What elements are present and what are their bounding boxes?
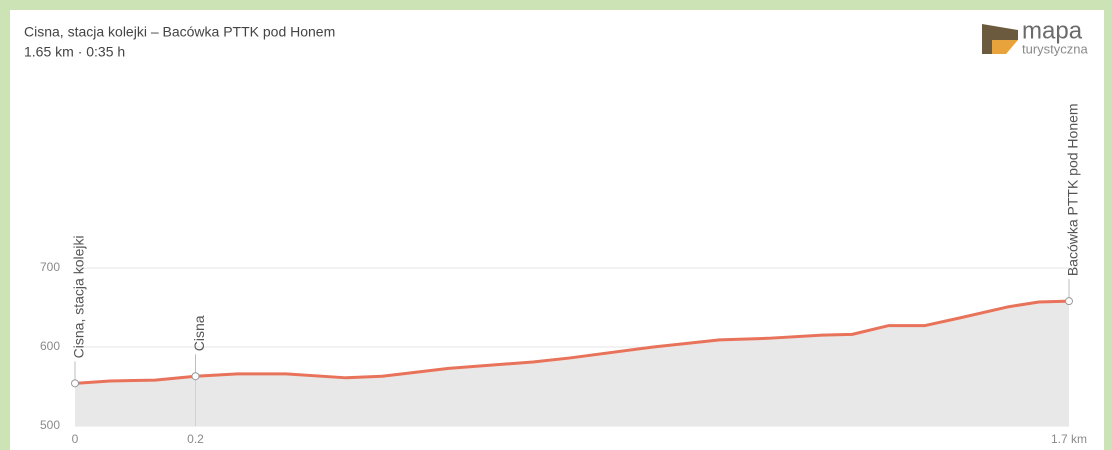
- y-tick-label: 700: [40, 260, 60, 274]
- chart-subtitle: 1.65 km · 0:35 h: [24, 44, 125, 60]
- x-tick-label: 0.2: [187, 432, 204, 446]
- y-tick-label: 600: [40, 339, 60, 353]
- waypoint-marker: [71, 379, 79, 388]
- logo: mapa turystyczna: [982, 17, 1089, 56]
- y-tick-label: 500: [40, 418, 60, 432]
- x-tick-label: 0: [72, 432, 79, 446]
- logo-tagline: turystyczna: [1022, 41, 1089, 56]
- area: [75, 301, 1069, 426]
- waypoint-label: Cisna, stacja kolejki: [71, 235, 87, 358]
- waypoint-marker: [1065, 297, 1073, 306]
- logo-icon: [982, 24, 1018, 54]
- logo-name: mapa: [1022, 17, 1083, 44]
- chart-title: Cisna, stacja kolejki – Bacówka PTTK pod…: [24, 24, 335, 40]
- waypoint-marker: [191, 372, 200, 381]
- logo-icon-accent: [992, 40, 1018, 54]
- elevation-line: [74, 299, 1070, 385]
- x-tick-label: 1.7 km: [1051, 432, 1087, 446]
- waypoint-label: Bacówka PTTK pod Honem: [1065, 103, 1081, 276]
- waypoint-label: Cisna: [191, 315, 207, 351]
